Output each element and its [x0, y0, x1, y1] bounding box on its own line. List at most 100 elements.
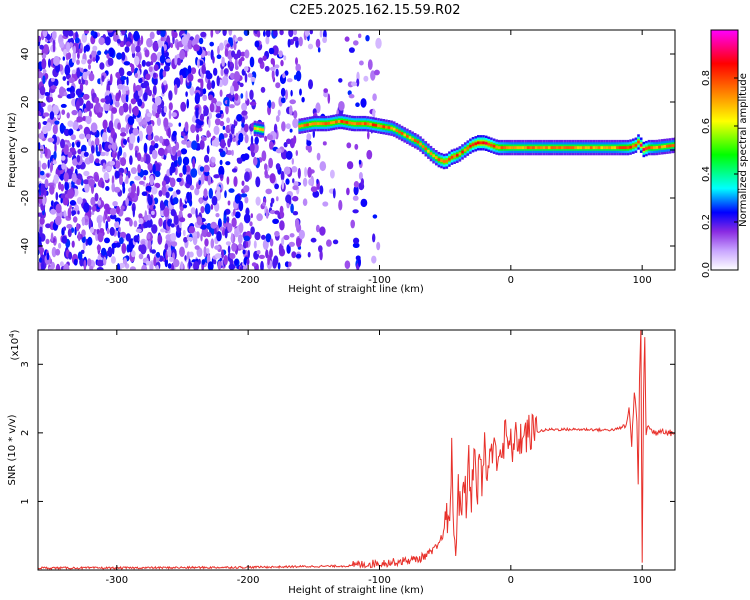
- heatmap-cell: [274, 210, 280, 215]
- heatmap-cell: [136, 69, 141, 80]
- heatmap-cell: [296, 237, 302, 248]
- ridge-core-band: [660, 145, 664, 149]
- heatmap-cell: [108, 47, 115, 57]
- heatmap-cell: [61, 109, 66, 115]
- heatmap-cell: [365, 35, 370, 42]
- heatmap-cell: [326, 239, 332, 247]
- heatmap-cell: [167, 218, 172, 227]
- heatmap-cell: [167, 263, 172, 269]
- heatmap-cell: [193, 261, 200, 270]
- y-tick-label: 40: [20, 48, 31, 61]
- heatmap-cell: [185, 165, 191, 173]
- heatmap-cell: [41, 58, 47, 70]
- heatmap-cell: [279, 220, 285, 231]
- heatmap-cell: [44, 178, 49, 189]
- heatmap-cell: [184, 255, 187, 261]
- heatmap-cell: [153, 78, 158, 86]
- heatmap-cell: [285, 178, 290, 185]
- heatmap-cell: [276, 196, 279, 202]
- heatmap-cell: [233, 71, 241, 82]
- ridge-core-band: [505, 146, 509, 150]
- colorbar-ticks: 0.0 0.2 0.4 0.6 0.8: [701, 70, 738, 278]
- ridge-core-band: [301, 124, 304, 128]
- heatmap-cell: [330, 169, 335, 179]
- heatmap-cell: [154, 170, 161, 178]
- ridge-core-band: [316, 122, 320, 126]
- heatmap-cell: [264, 169, 268, 177]
- heatmap-cell: [215, 213, 220, 218]
- heatmap-cell: [67, 52, 72, 60]
- heatmap-cell: [52, 104, 59, 116]
- colorbar-tick-label: 0.8: [701, 70, 712, 86]
- ridge-core-band: [671, 144, 674, 147]
- heatmap-cell: [118, 226, 121, 233]
- heatmap-cell: [87, 59, 92, 65]
- heatmap-cell: [293, 110, 298, 119]
- heatmap-cell: [172, 31, 178, 39]
- heatmap-cell: [338, 78, 343, 83]
- heatmap-cell: [184, 50, 188, 58]
- heatmap-cell: [306, 133, 312, 141]
- ridge-core-band: [563, 146, 567, 150]
- heatmap-cell: [147, 193, 151, 204]
- heatmap-cell: [360, 178, 364, 186]
- ridge-core-band: [437, 158, 441, 162]
- heatmap-cell: [77, 148, 82, 155]
- heatmap-cell: [200, 78, 204, 90]
- ridge-core-band: [416, 140, 420, 144]
- heatmap-cell: [90, 196, 96, 206]
- heatmap-cell: [127, 116, 135, 126]
- heatmap-cell: [236, 114, 243, 122]
- heatmap-cell: [200, 173, 205, 185]
- heatmap-cell: [119, 175, 123, 186]
- heatmap-cell: [120, 76, 127, 81]
- heatmap-cell: [287, 38, 291, 48]
- heatmap-cell: [372, 214, 378, 219]
- heatmap-cell: [301, 96, 305, 103]
- heatmap-cell: [143, 221, 149, 229]
- heatmap-cell: [172, 145, 177, 155]
- heatmap-cell: [279, 205, 284, 214]
- heatmap-cell: [372, 93, 377, 101]
- heatmap-cell: [238, 132, 244, 143]
- heatmap-cell: [61, 155, 66, 161]
- heatmap-cell: [58, 242, 62, 249]
- ridge-core-band: [553, 146, 556, 150]
- heatmap-cell: [66, 87, 72, 92]
- ridge-core-band: [366, 122, 370, 126]
- heatmap-cell: [74, 37, 80, 44]
- heatmap-cell: [38, 121, 41, 130]
- heatmap-cell: [144, 49, 150, 58]
- heatmap-cell: [76, 67, 81, 79]
- heatmap-cell: [206, 130, 211, 138]
- heatmap-cell: [223, 214, 227, 224]
- heatmap-cell: [106, 227, 110, 235]
- heatmap-cell: [247, 73, 253, 78]
- ridge-core-band: [632, 144, 635, 148]
- heatmap-cell: [224, 228, 228, 239]
- heatmap-cell: [354, 143, 359, 150]
- heatmap-cell: [195, 118, 201, 125]
- heatmap-cell: [255, 176, 261, 188]
- heatmap-cell: [154, 96, 162, 106]
- heatmap-cell: [233, 176, 238, 187]
- heatmap-cell: [83, 151, 89, 157]
- heatmap-cell: [187, 65, 192, 74]
- heatmap-cell: [295, 57, 298, 65]
- heatmap-cell: [150, 52, 158, 63]
- heatmap-cell: [179, 246, 185, 258]
- heatmap-cell: [237, 234, 243, 244]
- heatmap-cell: [277, 262, 281, 270]
- heatmap-cell: [238, 58, 243, 66]
- heatmap-cell: [244, 168, 251, 173]
- heatmap-cell: [286, 138, 292, 145]
- heatmap-cell: [200, 31, 207, 38]
- heatmap-cell: [208, 112, 212, 119]
- heatmap-cell: [265, 233, 272, 243]
- heatmap-cell: [109, 214, 117, 220]
- heatmap-cell: [104, 95, 111, 105]
- heatmap-cell: [97, 50, 102, 56]
- ridge-core-band: [603, 146, 606, 150]
- heatmap-cell: [255, 196, 261, 206]
- heatmap-cell: [198, 37, 204, 45]
